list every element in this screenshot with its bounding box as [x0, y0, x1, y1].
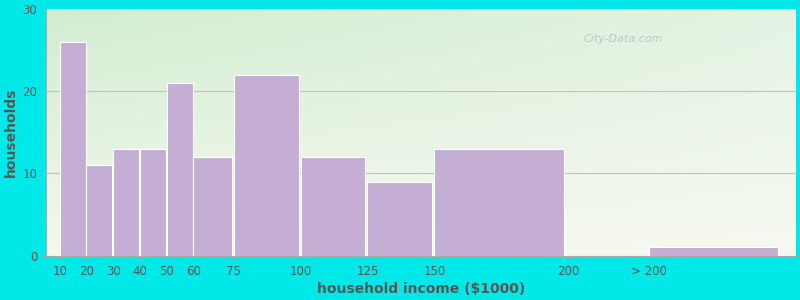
Y-axis label: households: households [4, 88, 18, 177]
Bar [434, 149, 564, 256]
Bar [194, 157, 233, 256]
Bar [301, 157, 366, 256]
Bar [166, 83, 193, 256]
Bar [113, 149, 139, 256]
Bar [140, 149, 166, 256]
Text: City-Data.com: City-Data.com [584, 34, 663, 44]
Bar [649, 248, 778, 256]
Bar [367, 182, 433, 256]
Bar [234, 75, 298, 256]
Bar [86, 165, 112, 256]
X-axis label: household income ($1000): household income ($1000) [317, 282, 525, 296]
Bar [60, 42, 86, 256]
